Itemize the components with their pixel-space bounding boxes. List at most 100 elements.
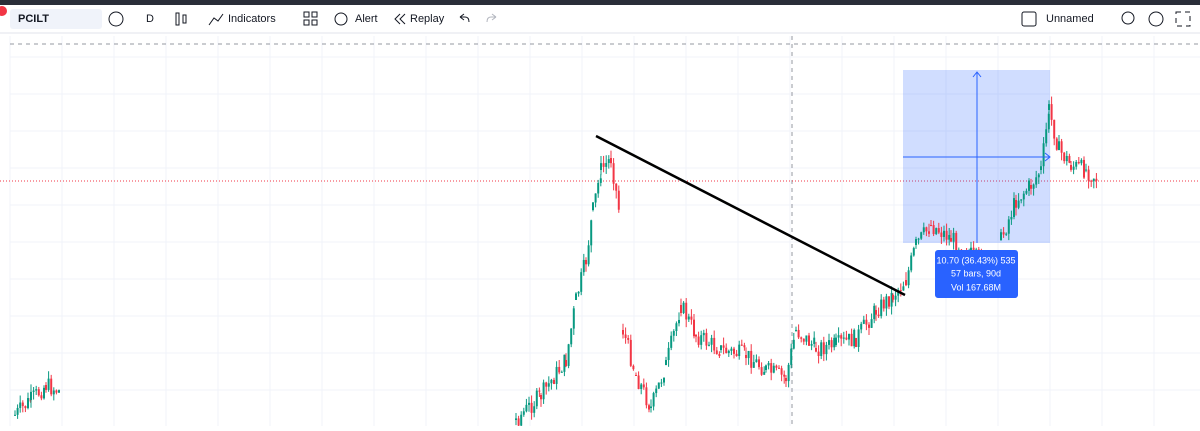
candle — [520, 414, 523, 426]
candle — [1083, 159, 1085, 178]
measure-change: 10.70 (36.43%) 535 — [936, 255, 1015, 265]
candle — [43, 387, 45, 399]
candle — [877, 314, 880, 317]
candle — [50, 378, 53, 395]
candle — [865, 319, 868, 325]
candle — [1060, 141, 1063, 153]
candle — [850, 333, 853, 347]
candle — [720, 345, 722, 350]
candle — [888, 296, 890, 307]
candle — [785, 378, 787, 382]
symbol-box[interactable] — [10, 9, 102, 29]
candle — [682, 302, 685, 314]
replay[interactable]: Replay — [410, 13, 445, 25]
candle — [599, 178, 602, 183]
candle — [790, 348, 793, 365]
candle — [602, 163, 605, 167]
candle — [690, 316, 693, 320]
candle — [685, 302, 688, 320]
candle — [1075, 161, 1078, 167]
candle — [899, 290, 902, 292]
candle — [952, 232, 955, 242]
interval[interactable]: D — [146, 13, 154, 25]
candle — [663, 377, 665, 383]
candle — [760, 367, 763, 375]
candle — [37, 389, 40, 396]
candle — [718, 354, 721, 357]
candle — [678, 319, 680, 324]
candle — [35, 389, 38, 391]
candle — [825, 344, 828, 355]
candle — [708, 344, 710, 346]
templates-4 — [311, 19, 318, 26]
candle — [560, 371, 563, 373]
candle — [925, 227, 928, 232]
candle — [855, 338, 857, 347]
candle — [535, 390, 538, 407]
candle — [594, 193, 597, 203]
candle — [817, 351, 820, 356]
candle — [1070, 165, 1072, 170]
add-symbol[interactable] — [108, 11, 124, 27]
candle — [772, 365, 775, 373]
candle — [1077, 161, 1080, 164]
candle — [882, 299, 885, 309]
candle — [58, 390, 60, 393]
candle — [857, 329, 860, 347]
candle — [1053, 119, 1056, 139]
symbol[interactable]: PCILT — [18, 13, 49, 25]
alert-icon[interactable] — [334, 12, 348, 26]
undo[interactable] — [459, 13, 470, 23]
candle — [828, 340, 830, 345]
candle — [943, 230, 945, 237]
bar-style[interactable] — [175, 12, 180, 26]
candle — [1035, 177, 1038, 185]
candle — [894, 295, 897, 300]
candle — [680, 305, 682, 314]
candle — [533, 406, 536, 413]
candle — [629, 339, 632, 366]
redo[interactable] — [486, 13, 497, 23]
candle — [747, 350, 750, 359]
candle — [21, 402, 24, 407]
replay-icon[interactable] — [394, 13, 401, 25]
fullscreen[interactable] — [1175, 11, 1191, 27]
candle — [730, 348, 733, 351]
candle — [635, 375, 637, 376]
candle — [660, 382, 663, 384]
layout-icon[interactable] — [1021, 11, 1037, 27]
quick-search[interactable] — [1121, 11, 1135, 25]
trend-line[interactable] — [595, 134, 906, 297]
candle — [687, 316, 690, 320]
candle — [517, 418, 520, 426]
grid — [9, 36, 1200, 426]
candle — [542, 382, 545, 400]
candle — [813, 337, 816, 344]
candle — [745, 355, 747, 359]
templates[interactable] — [303, 11, 310, 18]
candle — [545, 382, 548, 387]
candle — [1010, 217, 1013, 220]
candle — [922, 227, 925, 233]
settings[interactable] — [1148, 11, 1164, 27]
candle — [645, 387, 648, 406]
candle — [538, 390, 541, 392]
candle — [880, 299, 883, 317]
candle — [935, 228, 938, 235]
candle — [590, 220, 593, 246]
alert[interactable]: Alert — [355, 13, 378, 25]
candle — [892, 295, 894, 300]
indicators[interactable]: Indicators — [228, 13, 276, 25]
candle — [667, 347, 670, 361]
indicators-icon[interactable] — [208, 13, 224, 26]
layout-name[interactable]: Unnamed — [1046, 13, 1094, 25]
candle — [815, 348, 817, 352]
candle — [805, 335, 808, 342]
candle — [875, 310, 877, 315]
candle — [763, 371, 766, 375]
candle — [1090, 180, 1093, 182]
badge — [0, 6, 7, 16]
candle — [55, 390, 58, 393]
candle — [713, 337, 716, 351]
candle — [853, 329, 856, 347]
